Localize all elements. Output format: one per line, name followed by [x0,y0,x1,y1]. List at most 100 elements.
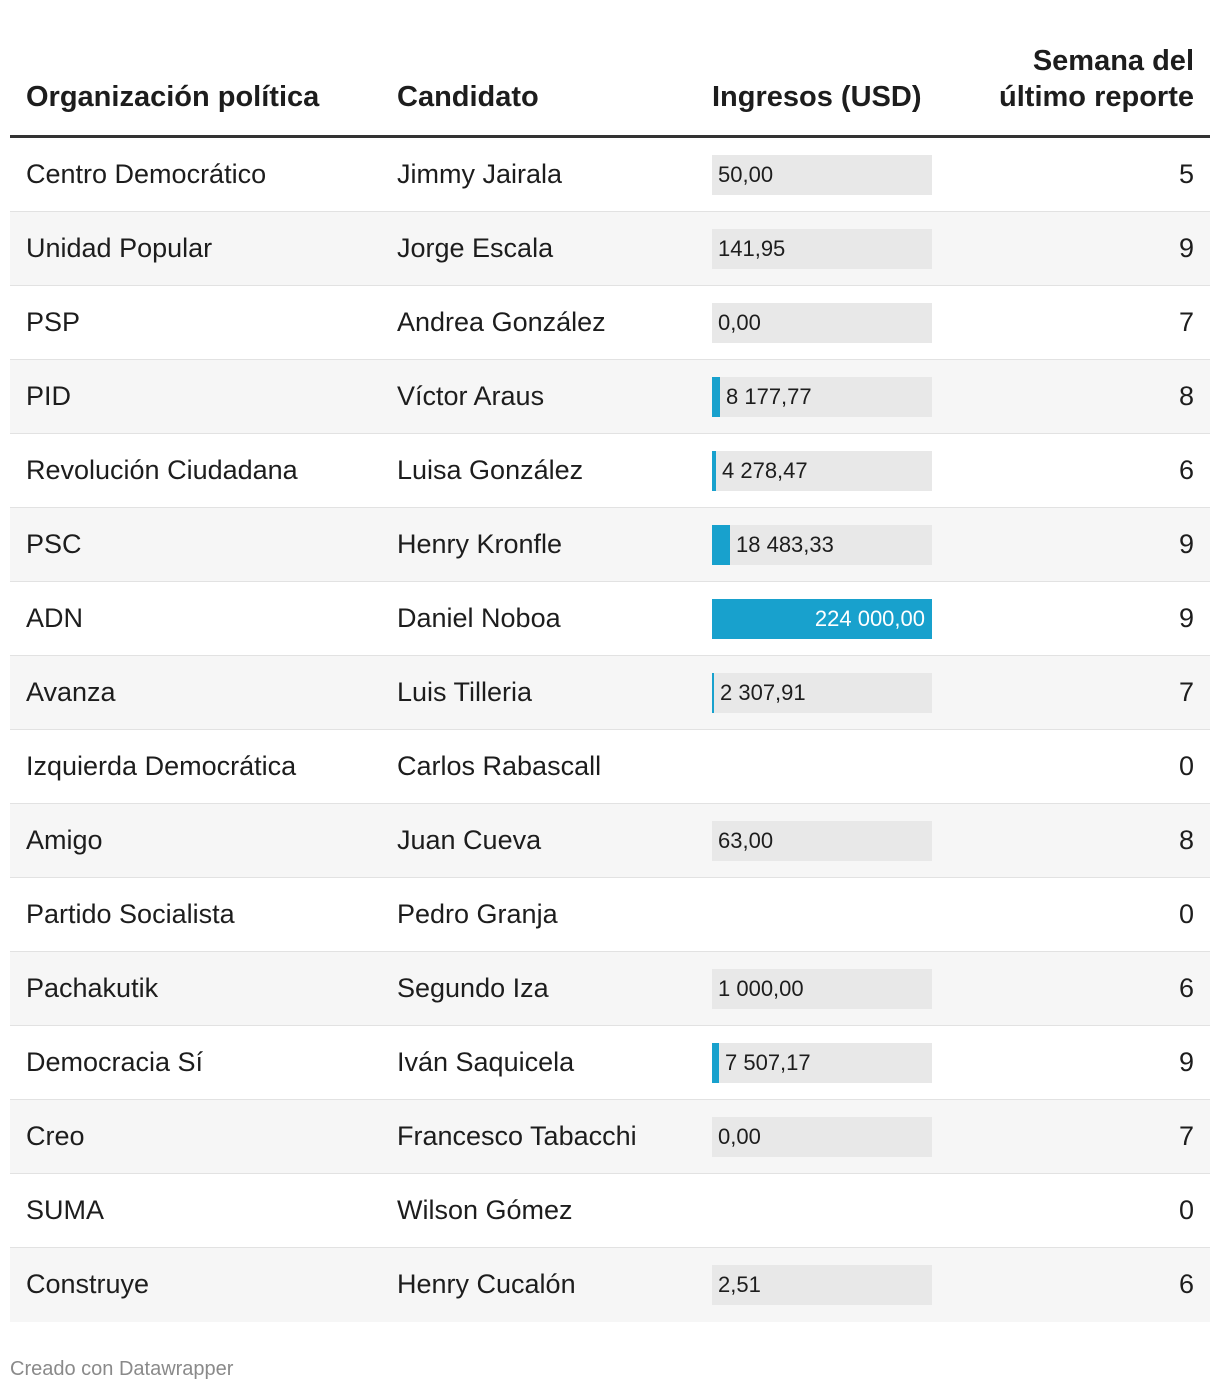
cell-week: 6 [1178,973,1194,1003]
cell-week: 0 [1178,1195,1194,1225]
cell-week: 7 [1178,307,1194,337]
column-header-week[interactable]: Semana del último reporte [999,43,1194,115]
income-label: 2,51 [718,1272,761,1297]
cell-organization: Avanza [26,677,116,707]
table-row: Avanza Luis Tilleria 2 307,91 7 [10,656,1210,730]
cell-organization: Creo [26,1121,85,1151]
cell-organization: Pachakutik [26,973,159,1003]
cell-week: 8 [1178,825,1194,855]
income-bar-track: 2 307,91 [712,673,932,713]
cell-candidate: Luis Tilleria [397,677,533,707]
cell-week: 6 [1178,455,1194,485]
column-header-income[interactable]: Ingresos (USD) [712,81,922,113]
cell-candidate: Henry Kronfle [397,529,563,559]
cell-candidate: Jimmy Jairala [397,159,563,189]
cell-organization: Izquierda Democrática [26,751,297,781]
cell-week: 7 [1178,677,1194,707]
cell-candidate: Daniel Noboa [397,603,561,633]
income-bar-track: 63,00 [712,821,932,861]
table-row: Revolución Ciudadana Luisa González 4 278,… [10,434,1210,508]
cell-organization: Revolución Ciudadana [26,455,298,485]
cell-organization: Partido Socialista [26,899,235,929]
cell-organization: ADN [26,603,84,633]
table-row: PSP Andrea González 0,00 7 [10,286,1210,360]
cell-week: 7 [1178,1121,1194,1151]
income-bar-track: 2,51 [712,1265,932,1305]
income-bar-track: 50,00 [712,155,932,195]
cell-organization: Democracia Sí [26,1047,204,1077]
cell-organization: SUMA [26,1195,105,1225]
table-row: Pachakutik Segundo Iza 1 000,00 6 [10,952,1210,1026]
income-bar-track: 0,00 [712,1117,932,1157]
cell-organization: Amigo [26,825,103,855]
cell-week: 5 [1178,159,1194,189]
cell-candidate: Juan Cueva [397,825,542,855]
income-label: 63,00 [718,828,774,853]
cell-candidate: Luisa González [397,455,584,485]
cell-candidate: Wilson Gómez [397,1195,573,1225]
table-row: Unidad Popular Jorge Escala 141,95 9 [10,212,1210,286]
column-header-organization[interactable]: Organización política [26,81,320,113]
table-row: Creo Francesco Tabacchi 0,00 7 [10,1100,1210,1174]
income-bar [712,377,720,417]
column-header-week-line1: Semana del [1032,45,1194,77]
cell-organization: PID [26,381,72,411]
table-row: Construye Henry Cucalón 2,51 6 [10,1248,1210,1322]
cell-organization: Construye [26,1269,150,1299]
income-label: 18 483,33 [736,532,834,557]
cell-candidate: Segundo Iza [397,973,549,1003]
income-label: 7 507,17 [725,1050,811,1075]
income-bar-track: 141,95 [712,229,932,269]
income-bar-track: 7 507,17 [712,1043,932,1083]
table-row: PID Víctor Araus 8 177,77 8 [10,360,1210,434]
income-bar [712,673,714,713]
income-label: 50,00 [718,162,774,187]
cell-week: 9 [1178,233,1194,263]
table-header: Organización política Candidato Ingresos… [10,0,1210,138]
income-bar [712,525,730,565]
table-row: Amigo Juan Cueva 63,00 8 [10,804,1210,878]
income-bar-track: 1 000,00 [712,969,932,1009]
cell-organization: Unidad Popular [26,233,213,263]
cell-candidate: Andrea González [397,307,606,337]
cell-week: 0 [1178,899,1194,929]
income-label: 0,00 [718,310,761,335]
cell-organization: Centro Democrático [26,159,267,189]
cell-week: 9 [1178,1047,1194,1077]
table-row: Izquierda Democrática Carlos Rabascall 0 [10,730,1210,804]
income-label: 1 000,00 [718,976,804,1001]
income-bar-track: 224 000,00 [712,599,932,639]
table-body: Centro Democrático Jimmy Jairala 50,00 5 Uni… [10,138,1210,1322]
column-header-week-line2: último reporte [999,81,1194,113]
cell-candidate: Carlos Rabascall [397,751,602,781]
column-header-candidate[interactable]: Candidato [397,81,539,113]
income-bar-track: 18 483,33 [712,525,932,565]
cell-candidate: Francesco Tabacchi [397,1121,637,1151]
income-label: 141,95 [718,236,786,261]
income-bar [712,451,716,491]
income-label: 224 000,00 [814,606,925,631]
table-row: SUMA Wilson Gómez 0 [10,1174,1210,1248]
cell-candidate: Henry Cucalón [397,1269,576,1299]
cell-candidate: Víctor Araus [397,381,545,411]
table-row: Centro Democrático Jimmy Jairala 50,00 5 [10,138,1210,212]
table-row: PSC Henry Kronfle 18 483,33 9 [10,508,1210,582]
income-bar [712,599,932,639]
income-label: 4 278,47 [722,458,808,483]
cell-candidate: Pedro Granja [397,899,558,929]
income-label: 8 177,77 [726,384,812,409]
footer-credit: Creado con Datawrapper [10,1358,234,1380]
table: Organización política Candidato Ingresos… [10,0,1210,1322]
cell-week: 9 [1178,529,1194,559]
table-row: ADN Daniel Noboa 224 000,00 9 [10,582,1210,656]
cell-week: 6 [1178,1269,1194,1299]
cell-candidate: Jorge Escala [397,233,554,263]
income-bar-track: 4 278,47 [712,451,932,491]
income-label: 0,00 [718,1124,761,1149]
table-row: Democracia Sí Iván Saquicela 7 507,17 9 [10,1026,1210,1100]
cell-organization: PSC [26,529,82,559]
income-bar-track: 8 177,77 [712,377,932,417]
cell-organization: PSP [26,307,81,337]
income-bar-track: 0,00 [712,303,932,343]
cell-week: 8 [1178,381,1194,411]
